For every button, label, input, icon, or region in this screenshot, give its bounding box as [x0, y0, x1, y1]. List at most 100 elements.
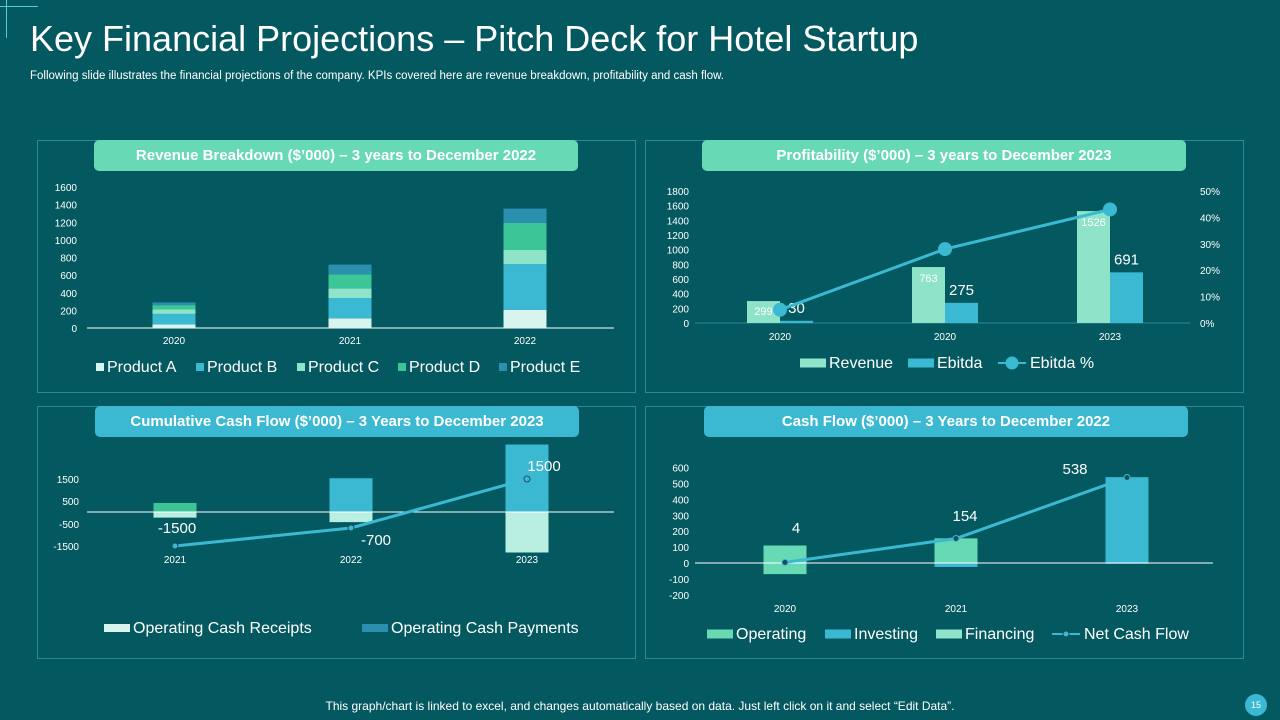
cc-bar-receipts-2022	[329, 512, 373, 523]
cf-bar-financing-2020	[763, 545, 807, 563]
cc-ytick: -1500	[53, 542, 79, 553]
rb-legend-swatch-3	[398, 363, 406, 371]
pf-legend-label-0: Revenue	[829, 355, 893, 372]
cc-cumulative-point-1	[347, 524, 355, 532]
cf-bar-investing-2021	[934, 563, 978, 567]
pf-bar-revenue-1	[912, 267, 945, 323]
cc-xtick: 2023	[516, 555, 539, 566]
revenue-breakdown-title: Revenue Breakdown ($’000) – 3 years to D…	[94, 140, 578, 171]
cc-xticks: 2021 2022 2023	[164, 555, 539, 566]
rb-bar-product-b-2021	[328, 298, 372, 319]
cf-ytick: -100	[669, 575, 689, 586]
cc-yticks: 1500 500 -500 -1500	[53, 475, 79, 553]
pf-ytick: 800	[672, 260, 689, 271]
pf-xtick: 2020	[934, 332, 957, 343]
pf-bar-revenue-0	[747, 301, 780, 323]
profitability-chart[interactable]: 0 200 400 600 800 1000 1200 1400 1600 1800 0% 10% 2…	[645, 176, 1244, 391]
rb-legend-swatch-1	[196, 363, 204, 371]
pf-ebitda-pct-point-2	[1103, 202, 1117, 217]
rb-ytick: 800	[60, 254, 77, 265]
cc-legend-label-1: Operating Cash Payments	[391, 620, 579, 637]
cf-ytick: 500	[672, 480, 689, 491]
rb-xtick: 2022	[514, 336, 537, 347]
rb-ytick: 600	[60, 271, 77, 282]
pf-ytick: 400	[672, 290, 689, 301]
pf-y2tick: 30%	[1200, 240, 1220, 251]
rb-legend-swatch-0	[96, 363, 104, 371]
cf-ytick: -200	[669, 591, 689, 602]
rb-ytick: 200	[60, 306, 77, 317]
rb-yticks: 0 200 400 600 800 1000 1200 1400 1600	[55, 183, 78, 335]
slide-title: Key Financial Projections – Pitch Deck f…	[30, 18, 919, 59]
pf-xtick: 2023	[1099, 332, 1122, 343]
cc-ytick: 1500	[57, 475, 80, 486]
cc-cumulative-label: -1500	[158, 520, 196, 537]
cc-bar-receipts-2021	[153, 512, 197, 518]
cf-legend-swatch-0	[707, 629, 733, 639]
cc-ytick: -500	[59, 520, 79, 531]
cumulative-cashflow-title: Cumulative Cash Flow ($’000) – 3 Years t…	[95, 406, 579, 437]
cf-legend: Operating Investing Financing Net Cash Flow	[707, 626, 1189, 643]
cc-bar-payments-2021	[153, 503, 197, 512]
pf-y2tick: 50%	[1200, 187, 1220, 198]
cf-ytick: 100	[672, 543, 689, 554]
cf-ytick: 200	[672, 527, 689, 538]
pf-bar-ebitda-1	[945, 302, 978, 323]
pf-legend-label-2: Ebitda %	[1030, 355, 1094, 372]
pf-ytick: 1800	[667, 187, 690, 198]
cf-legend-label-1: Investing	[854, 626, 918, 643]
cf-xtick: 2021	[945, 604, 968, 615]
pf-bar-ebitda-0	[780, 320, 813, 323]
rb-ytick: 1600	[55, 183, 78, 194]
cf-bars	[763, 477, 1149, 575]
pf-ytick: 1600	[667, 202, 690, 213]
pf-y2tick: 20%	[1200, 266, 1220, 277]
rb-xtick: 2020	[163, 336, 186, 347]
cf-net-label: 154	[952, 508, 977, 525]
pf-ytick: 1400	[667, 216, 690, 227]
rb-bar-product-e-2021	[328, 264, 372, 275]
cf-legend-swatch-2	[936, 629, 962, 639]
pf-legend-swatch-1	[908, 358, 934, 368]
cf-net-point-1	[952, 535, 960, 543]
pf-label-revenue: 1526	[1081, 217, 1105, 229]
pf-legend-marker-2	[1005, 356, 1019, 370]
cashflow-chart[interactable]: 600 500 400 300 200 100 0 -100 -200 4 154 538 2020…	[645, 442, 1244, 657]
pf-label-revenue: 299	[754, 306, 772, 318]
pf-xticks: 2020 2020 2023	[769, 332, 1122, 343]
cashflow-title: Cash Flow ($’000) – 3 Years to December …	[704, 406, 1188, 437]
rb-bar-product-e-2020	[152, 302, 196, 306]
rb-bar-product-d-2022	[503, 222, 547, 251]
cc-xtick: 2022	[340, 555, 363, 566]
rb-bar-product-a-2021	[328, 318, 372, 328]
cc-bar-receipts-2023	[505, 512, 549, 553]
cc-bars	[153, 444, 549, 553]
pf-ytick: 600	[672, 275, 689, 286]
pf-bar-ebitda-2	[1110, 272, 1143, 323]
cf-bar-operating-2020	[763, 563, 807, 575]
rb-ytick: 1000	[55, 236, 78, 247]
pf-ebitda-pct-point-1	[938, 242, 952, 257]
cf-ytick: 600	[672, 464, 689, 475]
cc-cumulative-label: -700	[361, 532, 391, 549]
cc-xtick: 2021	[164, 555, 187, 566]
cf-legend-label-0: Operating	[736, 626, 806, 643]
slide-subtitle: Following slide illustrates the financia…	[30, 70, 724, 82]
rb-ytick: 1200	[55, 218, 78, 229]
rb-bar-product-c-2021	[328, 288, 372, 299]
page-number-badge: 15	[1245, 694, 1267, 716]
pf-label-ebitda: 275	[949, 282, 974, 299]
pf-yticks: 0 200 400 600 800 1000 1200 1400 1600 1800	[667, 187, 690, 330]
cf-net-point-2	[1123, 473, 1131, 481]
cc-cumulative-point-0	[171, 542, 179, 550]
corner-accent-vertical	[6, 0, 7, 38]
cf-ytick: 0	[683, 559, 689, 570]
rb-ytick: 400	[60, 289, 77, 300]
cc-cumulative-label: 1500	[527, 458, 560, 475]
cf-xticks: 2020 2021 2023	[774, 604, 1139, 615]
cc-ytick: 500	[62, 497, 79, 508]
profitability-title: Profitability ($’000) – 3 years to Decem…	[702, 140, 1186, 171]
